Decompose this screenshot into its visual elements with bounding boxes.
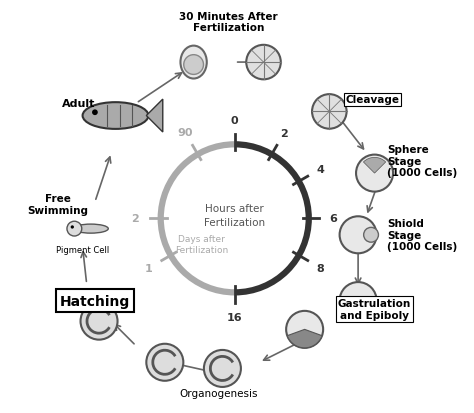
Text: 16: 16: [227, 312, 243, 322]
Text: 90: 90: [177, 128, 192, 138]
Text: 2: 2: [131, 214, 139, 224]
Wedge shape: [287, 330, 322, 348]
Text: Fertilization: Fertilization: [204, 218, 265, 228]
Circle shape: [286, 311, 323, 348]
Text: Adult: Adult: [62, 99, 95, 109]
Text: Hours after: Hours after: [205, 204, 264, 214]
Text: 4: 4: [316, 165, 324, 175]
Text: Cleavage: Cleavage: [346, 95, 400, 105]
Circle shape: [246, 46, 281, 80]
Circle shape: [312, 95, 346, 129]
Text: 6: 6: [329, 214, 337, 224]
Circle shape: [81, 303, 118, 340]
Text: 8: 8: [316, 263, 324, 273]
Ellipse shape: [73, 225, 108, 234]
Text: Hatching: Hatching: [60, 294, 130, 308]
Ellipse shape: [82, 103, 148, 130]
Wedge shape: [364, 158, 386, 174]
Circle shape: [339, 282, 377, 319]
Circle shape: [204, 350, 241, 387]
Circle shape: [339, 217, 377, 254]
Text: 1: 1: [144, 263, 152, 274]
Text: Days after: Days after: [178, 235, 225, 244]
Circle shape: [92, 110, 98, 116]
Circle shape: [67, 222, 82, 237]
Text: Gastrulation
and Epiboly: Gastrulation and Epiboly: [338, 298, 411, 320]
Polygon shape: [146, 100, 163, 133]
Text: Pigment Cell: Pigment Cell: [56, 245, 109, 254]
Circle shape: [71, 226, 74, 229]
Text: 0: 0: [231, 115, 238, 125]
Text: Fertilization: Fertilization: [175, 245, 228, 254]
Text: 30 Minutes After
Fertilization: 30 Minutes After Fertilization: [179, 12, 278, 33]
Circle shape: [184, 55, 203, 75]
Wedge shape: [341, 301, 375, 319]
Circle shape: [356, 155, 393, 192]
Ellipse shape: [181, 47, 207, 79]
Text: Free
Swimming: Free Swimming: [27, 194, 89, 215]
Circle shape: [146, 344, 183, 381]
Circle shape: [364, 228, 378, 242]
Text: 2: 2: [280, 128, 288, 138]
Text: Sphere
Stage
(1000 Cells): Sphere Stage (1000 Cells): [387, 145, 457, 178]
Text: Organogenesis: Organogenesis: [179, 388, 257, 398]
Text: Shiold
Stage
(1000 Cells): Shiold Stage (1000 Cells): [387, 218, 457, 252]
